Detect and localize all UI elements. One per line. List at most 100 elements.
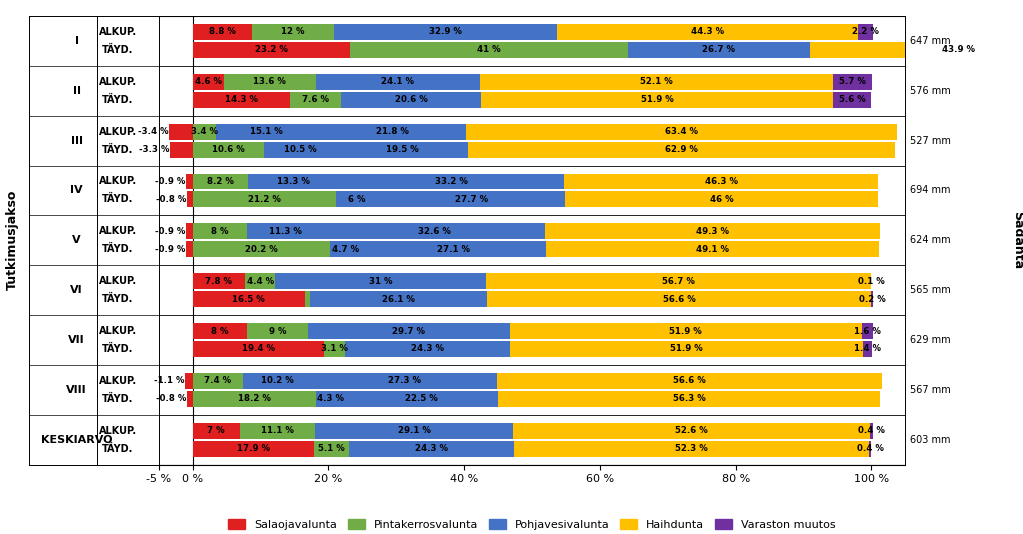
Text: ALKUP.: ALKUP. (98, 326, 137, 336)
Text: -0.9 %: -0.9 % (155, 227, 185, 236)
Text: 24.3 %: 24.3 % (411, 344, 444, 354)
Bar (487, 291, 872, 307)
Text: 56.7 %: 56.7 % (662, 277, 695, 286)
Bar (558, 24, 858, 40)
Bar (545, 241, 879, 257)
Text: III: III (71, 136, 83, 146)
Text: ALKUP.: ALKUP. (98, 276, 137, 286)
Bar (192, 42, 350, 58)
Bar (480, 74, 834, 90)
Bar (192, 142, 265, 158)
Bar (314, 441, 349, 457)
Text: 7.6 %: 7.6 % (302, 95, 328, 104)
Text: 647 mm: 647 mm (910, 36, 951, 46)
Text: 4.7 %: 4.7 % (332, 245, 359, 254)
Bar (509, 323, 862, 339)
Text: 43.9 %: 43.9 % (942, 45, 975, 54)
Text: ALKUP.: ALKUP. (98, 127, 137, 137)
Text: ALKUP.: ALKUP. (98, 376, 137, 386)
Text: 4.4 %: 4.4 % (247, 277, 274, 286)
Bar (170, 124, 192, 139)
Text: -3.3 %: -3.3 % (138, 145, 169, 154)
Bar (192, 74, 224, 90)
Text: TÄYD.: TÄYD. (102, 194, 133, 205)
Text: 52.6 %: 52.6 % (675, 426, 708, 435)
Text: 8 %: 8 % (211, 326, 228, 335)
Text: 19.5 %: 19.5 % (386, 145, 418, 154)
Text: 46.3 %: 46.3 % (705, 177, 738, 186)
Text: 49.3 %: 49.3 % (696, 227, 728, 236)
Legend: Salaojavalunta, Pintakerrosvalunta, Pohjavesivalunta, Haihdunta, Varaston muutos: Salaojavalunta, Pintakerrosvalunta, Pohj… (224, 515, 840, 534)
Text: TÄYD.: TÄYD. (102, 45, 133, 55)
Text: 18.2 %: 18.2 % (238, 394, 271, 403)
Bar (192, 223, 247, 239)
Bar (469, 142, 895, 158)
Bar (275, 273, 486, 289)
Bar (187, 391, 192, 407)
Bar (240, 423, 315, 438)
Text: 567 mm: 567 mm (910, 385, 951, 395)
Text: TÄYD.: TÄYD. (102, 394, 133, 404)
Text: 5.6 %: 5.6 % (839, 95, 865, 104)
Bar (186, 223, 192, 239)
Text: VI: VI (71, 285, 83, 295)
Bar (192, 291, 305, 307)
Bar (316, 74, 480, 90)
Bar (247, 223, 323, 239)
Text: 2.2 %: 2.2 % (852, 27, 879, 36)
Bar (242, 373, 312, 389)
Text: 63.4 %: 63.4 % (665, 127, 698, 136)
Text: V: V (73, 235, 81, 245)
Text: 46 %: 46 % (710, 195, 733, 204)
Bar (192, 124, 216, 139)
Bar (333, 24, 558, 40)
Text: 29.7 %: 29.7 % (392, 326, 426, 335)
Bar (809, 42, 1023, 58)
Bar (224, 74, 316, 90)
Bar (216, 124, 318, 139)
Text: 527 mm: 527 mm (910, 136, 951, 146)
Text: 49.1 %: 49.1 % (696, 245, 728, 254)
Bar (192, 174, 249, 190)
Text: 31 %: 31 % (369, 277, 392, 286)
Bar (186, 174, 192, 190)
Text: TÄYD.: TÄYD. (102, 294, 133, 304)
Text: 10.5 %: 10.5 % (283, 145, 316, 154)
Text: -3.4 %: -3.4 % (138, 127, 169, 136)
Bar (192, 92, 290, 108)
Bar (497, 373, 882, 389)
Bar (336, 142, 469, 158)
Text: 32.6 %: 32.6 % (417, 227, 451, 236)
Text: 10.2 %: 10.2 % (261, 376, 294, 386)
Bar (246, 273, 275, 289)
Bar (192, 273, 246, 289)
Text: 694 mm: 694 mm (910, 185, 951, 195)
Text: 10.6 %: 10.6 % (212, 145, 244, 154)
Text: 7.4 %: 7.4 % (204, 376, 231, 386)
Bar (870, 423, 873, 438)
Text: 29.1 %: 29.1 % (398, 426, 431, 435)
Bar (834, 74, 872, 90)
Text: 22.5 %: 22.5 % (405, 394, 438, 403)
Text: 5.7 %: 5.7 % (839, 77, 866, 87)
Text: 62.9 %: 62.9 % (665, 145, 698, 154)
Bar (318, 124, 466, 139)
Text: 21.2 %: 21.2 % (248, 195, 281, 204)
Text: 26.1 %: 26.1 % (383, 295, 415, 304)
Bar (192, 192, 337, 207)
Bar (186, 241, 192, 257)
Bar (170, 142, 192, 158)
Bar (564, 174, 878, 190)
Text: 7 %: 7 % (208, 426, 225, 435)
Text: 576 mm: 576 mm (910, 86, 951, 96)
Text: ALKUP.: ALKUP. (98, 77, 137, 87)
Text: 52.3 %: 52.3 % (675, 444, 708, 453)
Text: 24.1 %: 24.1 % (382, 77, 414, 87)
Bar (249, 174, 339, 190)
Bar (312, 373, 497, 389)
Text: -0.9 %: -0.9 % (155, 245, 185, 254)
Bar (858, 24, 873, 40)
Bar (310, 291, 487, 307)
Text: 20.6 %: 20.6 % (395, 95, 428, 104)
Bar (862, 341, 872, 357)
